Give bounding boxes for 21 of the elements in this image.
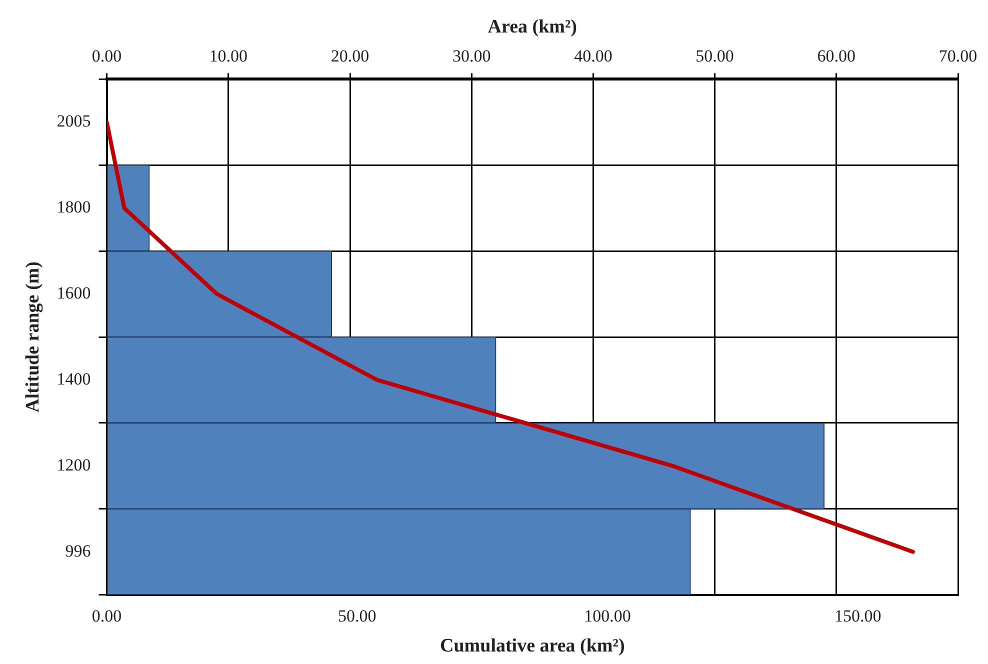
x-tick-label: 0.00 xyxy=(92,606,122,626)
x2-tick-label: 0.00 xyxy=(92,46,122,66)
x-tick-label: 100.00 xyxy=(584,606,631,626)
y-tick-label: 996 xyxy=(65,541,91,560)
x2-axis-title: Area (km²) xyxy=(488,16,578,38)
x2-tick-label: 20.00 xyxy=(330,46,370,66)
y-tick-label: 1800 xyxy=(56,198,91,217)
x2-tick-label: 40.00 xyxy=(574,46,612,66)
x2-tick-label: 10.00 xyxy=(209,46,248,66)
x-tick-label: 150.00 xyxy=(834,606,882,626)
x-tick-label: 50.00 xyxy=(338,606,376,626)
x2-tick-label: 50.00 xyxy=(696,46,734,66)
x2-tick-label: 30.00 xyxy=(452,46,491,66)
y-tick-label: 2005 xyxy=(56,112,91,131)
x2-tick-label: 70.00 xyxy=(938,46,978,66)
y-tick-label: 1200 xyxy=(56,455,91,474)
x2-tick-label: 60.00 xyxy=(817,46,856,66)
x-axis-title: Cumulative area (km²) xyxy=(440,636,625,657)
y-tick-label: 1600 xyxy=(56,284,91,302)
y-axis-title: Altitude range (m) xyxy=(22,262,44,412)
y-tick-label: 1400 xyxy=(56,369,91,388)
